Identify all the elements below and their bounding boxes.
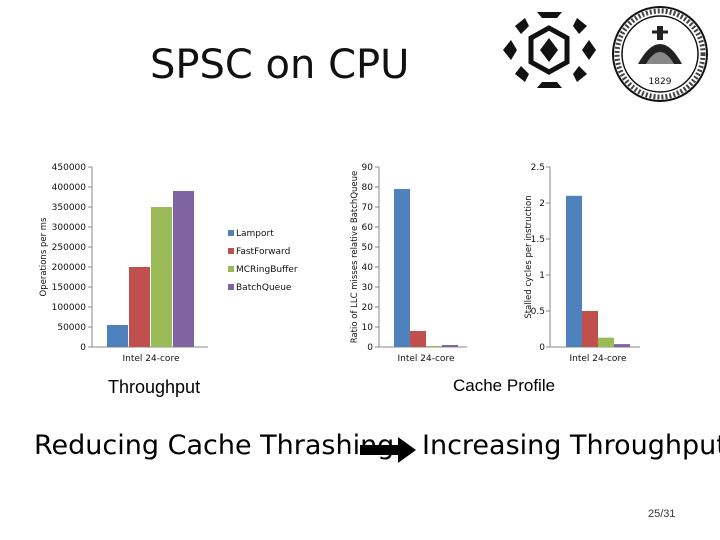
y-tick-label: 10 <box>362 323 374 333</box>
y-tick-label: 100000 <box>52 303 87 313</box>
right-arrow-icon <box>360 437 416 463</box>
legend-swatch-batchqueue <box>228 284 234 290</box>
y-tick-label: 150000 <box>52 283 87 293</box>
legend-swatch-lamport <box>228 230 234 236</box>
y-tick-label: 400000 <box>52 183 87 193</box>
bar-lamport <box>107 325 128 347</box>
y-tick-label: 40 <box>362 263 374 273</box>
bar-mcringbuffer <box>598 337 614 347</box>
bar-batchqueue <box>173 191 194 347</box>
legend-swatch-mcringbuffer <box>228 266 234 272</box>
bar-fastforward <box>129 267 150 347</box>
y-tick-label: 250000 <box>52 243 87 253</box>
y-tick-label: 50 <box>362 243 374 253</box>
x-category-label: Intel 24-core <box>570 354 627 364</box>
legend-label-batchqueue: BatchQueue <box>236 283 292 293</box>
bar-fastforward <box>410 331 426 347</box>
y-tick-label: 30 <box>362 283 374 293</box>
slide-title: SPSC on CPU <box>150 42 410 88</box>
seal-year: 1829 <box>649 77 672 87</box>
bar-batchqueue <box>442 345 458 347</box>
legend-label-mcringbuffer: MCRingBuffer <box>236 265 298 275</box>
y-tick-label: 70 <box>362 203 374 213</box>
bar-mcringbuffer <box>426 346 442 347</box>
y-axis-title: Stalled cycles per instruction <box>524 195 534 318</box>
legend-label-fastforward: FastForward <box>236 247 290 257</box>
throughput-caption: Throughput <box>108 377 201 397</box>
bar-lamport <box>566 195 582 347</box>
y-tick-label: 0 <box>367 343 373 353</box>
conclusion-left: Reducing Cache Thrashing <box>34 430 395 461</box>
y-tick-label: 450000 <box>52 163 87 173</box>
y-tick-label: 0 <box>539 343 545 353</box>
university-seal-icon: 1829 <box>612 6 708 102</box>
y-tick-label: 300000 <box>52 223 87 233</box>
x-category-label: Intel 24-core <box>123 354 180 364</box>
bar-mcringbuffer <box>151 207 172 347</box>
page-number: 25/31 <box>648 508 676 520</box>
y-tick-label: 200000 <box>52 263 87 273</box>
y-tick-label: 90 <box>362 163 374 173</box>
legend-label-lamport: Lamport <box>236 229 274 239</box>
x-category-label: Intel 24-core <box>398 354 455 364</box>
bar-batchqueue <box>614 344 630 347</box>
y-axis-title: Ratio of LLC misses relative BatchQueue <box>350 171 360 344</box>
y-tick-label: 350000 <box>52 203 87 213</box>
bar-lamport <box>394 189 410 347</box>
y-tick-label: 0 <box>80 343 86 353</box>
geometric-logo-icon <box>497 4 602 96</box>
y-tick-label: 80 <box>362 183 374 193</box>
cache-profile-caption: Cache Profile <box>453 376 556 395</box>
y-tick-label: 2 <box>539 199 545 209</box>
y-tick-label: 60 <box>362 223 374 233</box>
conclusion-right: Increasing Throughput <box>422 430 720 461</box>
legend-swatch-fastforward <box>228 248 234 254</box>
y-tick-label: 2.5 <box>531 163 545 173</box>
y-tick-label: 50000 <box>57 323 86 333</box>
y-tick-label: 1 <box>539 271 545 281</box>
y-axis-title: Operations per ms <box>39 217 49 297</box>
bar-fastforward <box>582 311 598 347</box>
y-tick-label: 0.5 <box>531 307 545 317</box>
y-tick-label: 20 <box>362 303 374 313</box>
y-tick-label: 1.5 <box>531 235 545 245</box>
